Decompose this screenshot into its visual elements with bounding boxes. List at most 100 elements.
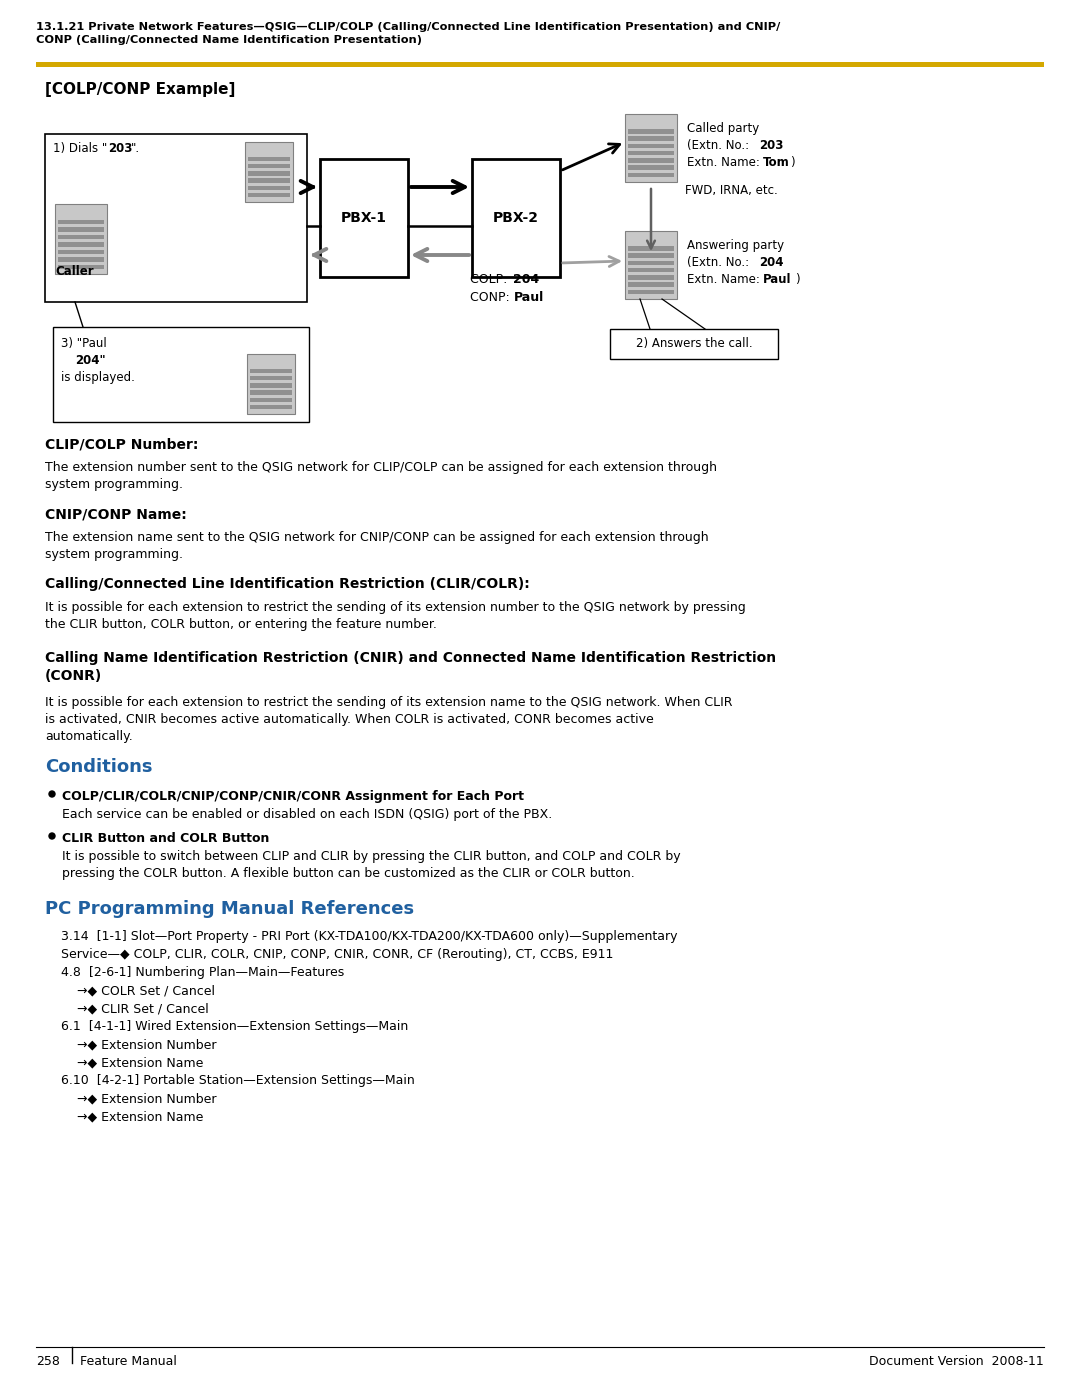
Circle shape xyxy=(49,833,55,840)
Bar xyxy=(627,275,674,279)
Bar xyxy=(627,253,674,258)
Bar xyxy=(627,137,674,141)
Text: 1) Dials ": 1) Dials " xyxy=(53,142,107,155)
Bar xyxy=(627,268,674,272)
Text: Calling Name Identification Restriction (CNIR) and Connected Name Identification: Calling Name Identification Restriction … xyxy=(45,651,777,683)
Text: ): ) xyxy=(795,272,799,286)
Bar xyxy=(249,383,292,387)
Text: Conditions: Conditions xyxy=(45,759,152,775)
Text: Caller: Caller xyxy=(55,265,94,278)
Bar xyxy=(58,264,104,270)
Text: is displayed.: is displayed. xyxy=(60,372,135,384)
Text: Paul: Paul xyxy=(514,291,544,305)
Text: COLP:: COLP: xyxy=(470,272,511,286)
Text: 204": 204" xyxy=(75,353,106,367)
Text: [COLP/CONP Example]: [COLP/CONP Example] xyxy=(45,82,235,96)
Text: 2) Answers the call.: 2) Answers the call. xyxy=(636,338,753,351)
Bar xyxy=(248,172,291,176)
Text: It is possible to switch between CLIP and CLIR by pressing the CLIR button, and : It is possible to switch between CLIP an… xyxy=(62,849,680,880)
Text: Calling/Connected Line Identification Restriction (CLIR/COLR):: Calling/Connected Line Identification Re… xyxy=(45,577,530,591)
Bar xyxy=(627,246,674,250)
Text: Service—◆ COLP, CLIR, COLR, CNIP, CONP, CNIR, CONR, CF (Rerouting), CT, CCBS, E9: Service—◆ COLP, CLIR, COLR, CNIP, CONP, … xyxy=(45,949,613,961)
Text: 3) "Paul: 3) "Paul xyxy=(60,337,107,351)
Text: PBX-2: PBX-2 xyxy=(492,211,539,225)
Text: Feature Manual: Feature Manual xyxy=(80,1355,177,1368)
Text: The extension number sent to the QSIG network for CLIP/COLP can be assigned for : The extension number sent to the QSIG ne… xyxy=(45,461,717,490)
Bar xyxy=(627,165,674,170)
Text: 3.14  [1-1] Slot—Port Property - PRI Port (KX-TDA100/KX-TDA200/KX-TDA600 only)—S: 3.14 [1-1] Slot—Port Property - PRI Port… xyxy=(45,930,677,943)
Bar xyxy=(610,330,778,359)
Bar xyxy=(627,289,674,293)
Text: CNIP/CONP Name:: CNIP/CONP Name: xyxy=(45,507,187,521)
Text: →◆ Extension Name: →◆ Extension Name xyxy=(45,1056,203,1069)
Bar xyxy=(249,369,292,373)
Bar xyxy=(627,173,674,177)
Bar xyxy=(55,204,107,274)
Text: (Extn. No.:: (Extn. No.: xyxy=(687,138,753,152)
Bar xyxy=(248,179,291,183)
Text: (Extn. No.:: (Extn. No.: xyxy=(687,256,753,270)
Text: Extn. Name:: Extn. Name: xyxy=(687,156,764,169)
Text: →◆ Extension Name: →◆ Extension Name xyxy=(45,1111,203,1123)
Bar xyxy=(627,282,674,286)
Text: CONP:: CONP: xyxy=(470,291,514,305)
Bar xyxy=(625,115,677,182)
Text: Extn. Name:: Extn. Name: xyxy=(687,272,764,286)
Bar xyxy=(627,261,674,265)
Text: Paul: Paul xyxy=(762,272,792,286)
Bar xyxy=(58,235,104,239)
Text: It is possible for each extension to restrict the sending of its extension numbe: It is possible for each extension to res… xyxy=(45,601,746,631)
Text: PBX-1: PBX-1 xyxy=(341,211,387,225)
Bar xyxy=(58,219,104,224)
Text: Document Version  2008-11: Document Version 2008-11 xyxy=(869,1355,1044,1368)
Bar xyxy=(627,158,674,162)
Bar xyxy=(627,144,674,148)
Bar xyxy=(248,156,291,161)
Bar xyxy=(53,327,309,422)
Bar xyxy=(627,129,674,134)
Bar xyxy=(249,405,292,409)
Text: 6.10  [4-2-1] Portable Station—Extension Settings—Main: 6.10 [4-2-1] Portable Station—Extension … xyxy=(45,1074,415,1087)
Text: It is possible for each extension to restrict the sending of its extension name : It is possible for each extension to res… xyxy=(45,696,732,743)
Text: CLIP/COLP Number:: CLIP/COLP Number: xyxy=(45,437,199,451)
Bar xyxy=(58,250,104,254)
Text: Answering party: Answering party xyxy=(687,239,784,251)
Bar xyxy=(320,159,408,277)
Text: Tom: Tom xyxy=(762,156,789,169)
Bar xyxy=(627,151,674,155)
Text: →◆ Extension Number: →◆ Extension Number xyxy=(45,1092,216,1105)
Text: ".: ". xyxy=(131,142,140,155)
Bar xyxy=(58,257,104,261)
Bar xyxy=(249,376,292,380)
Bar xyxy=(249,398,292,402)
Bar xyxy=(247,353,295,414)
Bar xyxy=(58,226,104,232)
Text: 13.1.21 Private Network Features—QSIG—CLIP/COLP (Calling/Connected Line Identifi: 13.1.21 Private Network Features—QSIG—CL… xyxy=(36,22,780,45)
Text: Called party: Called party xyxy=(687,122,759,136)
Bar xyxy=(45,134,307,302)
Bar xyxy=(248,163,291,169)
Bar xyxy=(248,193,291,197)
Bar xyxy=(58,242,104,246)
Text: 204: 204 xyxy=(513,272,539,286)
Text: CLIR Button and COLR Button: CLIR Button and COLR Button xyxy=(62,833,269,845)
Text: →◆ Extension Number: →◆ Extension Number xyxy=(45,1038,216,1051)
Text: 4.8  [2-6-1] Numbering Plan—Main—Features: 4.8 [2-6-1] Numbering Plan—Main—Features xyxy=(45,965,345,979)
Text: 203: 203 xyxy=(108,142,133,155)
Text: ): ) xyxy=(789,156,795,169)
Text: 203: 203 xyxy=(759,138,783,152)
Bar xyxy=(249,390,292,395)
Circle shape xyxy=(49,791,55,798)
Text: 204: 204 xyxy=(759,256,783,270)
Text: →◆ CLIR Set / Cancel: →◆ CLIR Set / Cancel xyxy=(45,1002,208,1016)
Text: PC Programming Manual References: PC Programming Manual References xyxy=(45,900,414,918)
Text: 258: 258 xyxy=(36,1355,59,1368)
Bar xyxy=(625,231,677,299)
Bar xyxy=(472,159,561,277)
Text: The extension name sent to the QSIG network for CNIP/CONP can be assigned for ea: The extension name sent to the QSIG netw… xyxy=(45,531,708,562)
Bar xyxy=(245,142,293,203)
Text: FWD, IRNA, etc.: FWD, IRNA, etc. xyxy=(685,184,778,197)
Bar xyxy=(248,186,291,190)
Bar xyxy=(36,61,1044,67)
Text: 6.1  [4-1-1] Wired Extension—Extension Settings—Main: 6.1 [4-1-1] Wired Extension—Extension Se… xyxy=(45,1020,408,1032)
